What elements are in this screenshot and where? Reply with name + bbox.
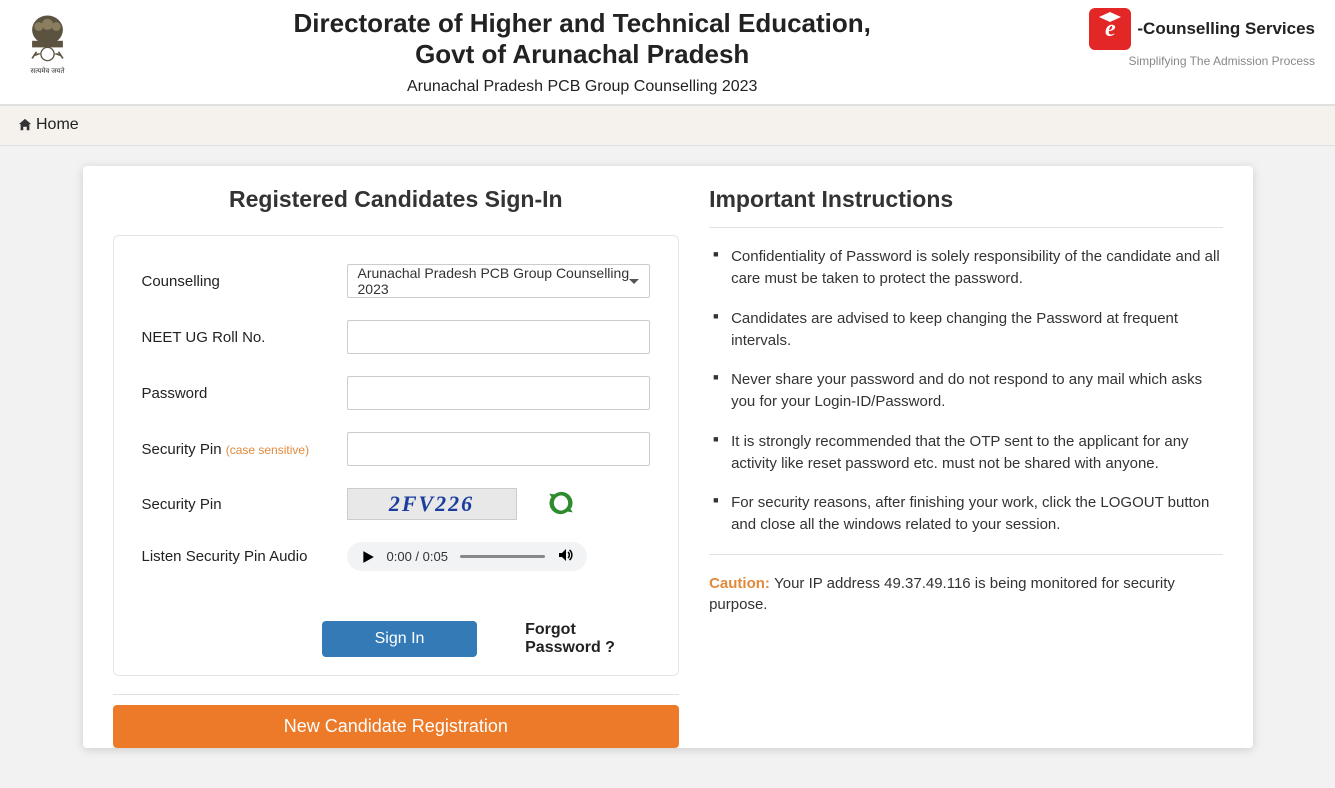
- ecs-logo-icon: e: [1089, 8, 1131, 50]
- roll-input[interactable]: [347, 320, 651, 354]
- captcha-image: 2FV226: [347, 488, 517, 520]
- caution-text: Your IP address 49.37.49.116 is being mo…: [709, 575, 1175, 613]
- caution-note: Caution: Your IP address 49.37.49.116 is…: [709, 554, 1222, 615]
- signin-heading: Registered Candidates Sign-In: [113, 186, 680, 213]
- password-input[interactable]: [347, 376, 651, 410]
- label-audio: Listen Security Pin Audio: [142, 548, 347, 565]
- page-subtitle: Arunachal Pradesh PCB Group Counselling …: [75, 78, 1089, 96]
- label-password: Password: [142, 385, 347, 402]
- divider: [113, 694, 680, 695]
- instructions-list: Confidentiality of Password is solely re…: [709, 246, 1222, 536]
- title-line1: Directorate of Higher and Technical Educ…: [293, 8, 870, 38]
- refresh-captcha-icon[interactable]: [547, 489, 575, 520]
- emblem-icon: [25, 10, 70, 65]
- audio-time: 0:00 / 0:05: [387, 549, 448, 564]
- counselling-select[interactable]: Arunachal Pradesh PCB Group Counselling …: [347, 264, 651, 298]
- instruction-item: Candidates are advised to keep changing …: [709, 308, 1222, 352]
- ecs-label: -Counselling Services: [1137, 19, 1315, 39]
- volume-icon[interactable]: [557, 547, 573, 566]
- navbar: Home: [0, 105, 1335, 146]
- instruction-item: For security reasons, after finishing yo…: [709, 492, 1222, 536]
- signin-panel: Registered Candidates Sign-In Counsellin…: [113, 186, 680, 748]
- instructions-panel: Important Instructions Confidentiality o…: [709, 186, 1222, 748]
- instruction-item: Confidentiality of Password is solely re…: [709, 246, 1222, 290]
- nav-home-link[interactable]: Home: [18, 116, 79, 134]
- register-button[interactable]: New Candidate Registration: [113, 705, 680, 748]
- main-card: Registered Candidates Sign-In Counsellin…: [83, 166, 1253, 748]
- audio-player[interactable]: 0:00 / 0:05: [347, 542, 587, 571]
- caution-label: Caution:: [709, 575, 774, 592]
- play-icon[interactable]: [361, 550, 375, 564]
- content: Registered Candidates Sign-In Counsellin…: [0, 146, 1335, 788]
- label-secpin: Security Pin (case sensitive): [142, 441, 347, 458]
- instructions-heading: Important Instructions: [709, 186, 1222, 228]
- header: सत्यमेव जयते Directorate of Higher and T…: [0, 0, 1335, 105]
- header-right: e -Counselling Services Simplifying The …: [1089, 8, 1315, 68]
- signin-form: Counselling Arunachal Pradesh PCB Group …: [113, 235, 680, 676]
- home-icon: [18, 118, 32, 132]
- nav-home-label: Home: [36, 116, 79, 134]
- ecs-tagline: Simplifying The Admission Process: [1128, 54, 1315, 68]
- chevron-down-icon: [629, 279, 639, 284]
- security-pin-input[interactable]: [347, 432, 651, 466]
- title-line2: Govt of Arunachal Pradesh: [415, 39, 749, 69]
- label-roll: NEET UG Roll No.: [142, 329, 347, 346]
- header-center: Directorate of Higher and Technical Educ…: [75, 8, 1089, 96]
- page-title: Directorate of Higher and Technical Educ…: [75, 8, 1089, 70]
- ecs-brand: e -Counselling Services: [1089, 8, 1315, 50]
- label-secpin-img: Security Pin: [142, 496, 347, 513]
- audio-progress[interactable]: [460, 555, 545, 558]
- emblem-caption: सत्यमेव जयते: [31, 67, 65, 76]
- label-counselling: Counselling: [142, 273, 347, 290]
- forgot-password-link[interactable]: Forgot Password ?: [525, 621, 650, 657]
- instruction-item: It is strongly recommended that the OTP …: [709, 431, 1222, 475]
- instruction-item: Never share your password and do not res…: [709, 369, 1222, 413]
- signin-button[interactable]: Sign In: [322, 621, 477, 657]
- counselling-selected: Arunachal Pradesh PCB Group Counselling …: [358, 265, 630, 297]
- national-emblem: सत्यमेव जयते: [20, 8, 75, 78]
